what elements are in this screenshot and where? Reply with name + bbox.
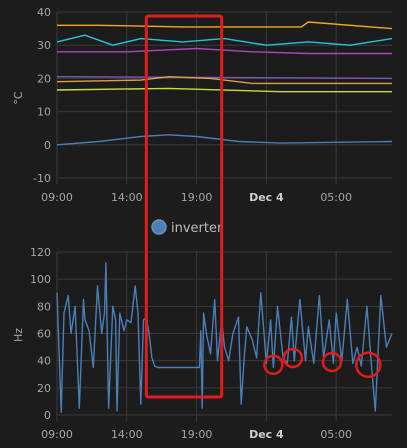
series-line-0-0 (57, 21, 393, 30)
x-tick-label: 19:00 (181, 428, 213, 441)
series-line-0-5 (56, 87, 392, 93)
temperature-chart: 40 30 20 10 0 -10 09:00 14:00 19:00 Dec 4 05:00 °… (12, 6, 393, 204)
temperature-y-axis-label: °C (12, 91, 25, 105)
y-tick-label: 10 (37, 106, 51, 119)
frequency-series (56, 262, 393, 413)
x-tick-label: 14:00 (111, 428, 143, 441)
y-tick-label: -10 (33, 172, 51, 185)
x-tick-label: 05:00 (320, 428, 352, 441)
series-line-1-0 (56, 262, 393, 413)
y-tick-label: 0 (44, 139, 51, 152)
highlight-circle (321, 351, 343, 373)
x-tick-label: Dec 4 (249, 428, 284, 441)
temperature-gridlines (56, 11, 392, 184)
series-line-0-1 (56, 34, 393, 46)
y-tick-label: 20 (37, 382, 51, 395)
y-tick-label: 40 (37, 355, 51, 368)
y-tick-label: 20 (37, 72, 51, 85)
legend-label-inverter: inverter (171, 221, 223, 236)
y-tick-label: 40 (37, 6, 51, 19)
temperature-series (56, 21, 393, 146)
highlight-circle (263, 354, 284, 375)
temperature-x-ticks: 09:00 14:00 19:00 Dec 4 05:00 (41, 191, 352, 204)
annotations (144, 14, 382, 399)
y-tick-label: 60 (37, 328, 51, 341)
y-tick-label: 0 (44, 409, 51, 422)
highlight-rectangle (144, 14, 224, 399)
frequency-y-ticks: 120 100 80 60 40 20 0 (30, 246, 51, 422)
x-tick-label: 09:00 (41, 191, 73, 204)
legend-swatch-inverter (151, 219, 167, 235)
y-tick-label: 100 (30, 273, 51, 286)
x-tick-label: 14:00 (111, 191, 143, 204)
frequency-gridlines (56, 251, 392, 421)
frequency-y-axis-label: Hz (12, 328, 25, 342)
frequency-x-ticks: 09:00 14:00 19:00 Dec 4 05:00 (41, 428, 352, 441)
x-tick-label: 09:00 (41, 428, 73, 441)
series-line-0-6 (56, 134, 393, 146)
highlight-circle (282, 347, 304, 369)
x-tick-label: 05:00 (320, 191, 352, 204)
y-tick-label: 120 (30, 246, 51, 259)
x-tick-label: Dec 4 (249, 191, 284, 204)
temperature-y-ticks: 40 30 20 10 0 -10 (33, 6, 51, 185)
y-tick-label: 80 (37, 300, 51, 313)
inverter-frequency-chart: 120 100 80 60 40 20 0 09:00 14:00 19:00 Dec 4 05:0… (12, 246, 393, 441)
legend[interactable]: inverter (151, 219, 223, 236)
series-line-0-2 (57, 47, 392, 55)
y-tick-label: 30 (37, 39, 51, 52)
series-line-0-3 (56, 76, 393, 80)
series-line-0-4 (56, 76, 392, 85)
x-tick-label: 19:00 (181, 191, 213, 204)
highlight-circle (355, 351, 382, 378)
